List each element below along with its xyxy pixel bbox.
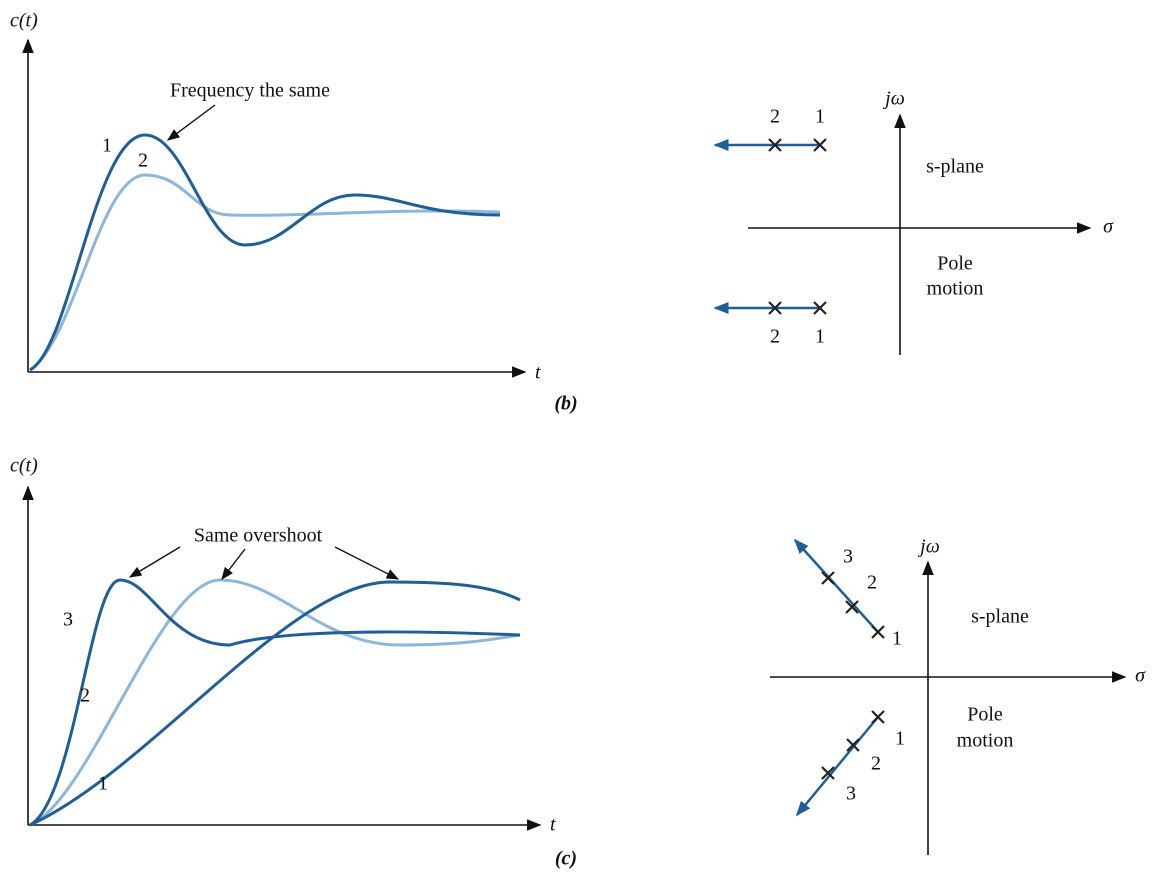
curve-label: 3 [63, 609, 73, 631]
panel-label: (c) [555, 848, 577, 870]
pole-label: 1 [815, 106, 825, 128]
response-c: c(t) t Same overshoot 3 2 1 (c) [10, 455, 577, 870]
pole-label: 1 [815, 326, 825, 348]
y-label: c(t) [10, 10, 38, 32]
imag-label: jω [882, 88, 905, 110]
y-label: c(t) [10, 455, 38, 477]
s-plane-c: jω σ s-plane Pole motion 3 2 1 1 2 3 [770, 536, 1146, 855]
curve-2 [30, 175, 500, 370]
annotation-arrow [168, 105, 215, 140]
motion-label: motion [927, 278, 984, 300]
pole-label: 2 [770, 106, 780, 128]
annotation-arrow [222, 549, 245, 579]
pole-label: 1 [895, 728, 905, 750]
response-b: c(t) t Frequency the same 1 2 (b) [10, 10, 578, 415]
curve-label: 2 [138, 150, 148, 172]
annotation: Frequency the same [170, 80, 330, 102]
annotation-arrow [130, 547, 180, 577]
imag-label: jω [917, 536, 940, 558]
pole-label: 3 [843, 546, 853, 568]
s-plane-b: jω σ s-plane Pole motion 2 1 2 1 [715, 88, 1114, 355]
plane-label: s-plane [926, 156, 984, 178]
motion-label: Pole [937, 253, 973, 275]
pole-path [795, 540, 878, 632]
annotation: Same overshoot [194, 525, 323, 547]
motion-label: motion [957, 730, 1014, 752]
pole-label: 3 [846, 783, 856, 805]
pole-label: 2 [871, 753, 881, 775]
panel-label: (b) [554, 393, 577, 415]
plane-label: s-plane [971, 606, 1029, 628]
curve-label: 1 [102, 135, 112, 157]
pole-label: 2 [770, 326, 780, 348]
real-label: σ [1135, 665, 1146, 687]
annotation-arrow [335, 547, 398, 579]
pole-label: 2 [867, 572, 877, 594]
figure: c(t) t Frequency the same 1 2 (b) jω σ s… [0, 0, 1155, 874]
pole-label: 1 [892, 628, 902, 650]
pole-path [797, 717, 878, 815]
curve-label: 2 [80, 685, 90, 707]
motion-label: Pole [967, 704, 1003, 726]
real-label: σ [1103, 216, 1114, 238]
pole-marks [769, 139, 826, 314]
x-label: t [550, 814, 556, 836]
curve-label: 1 [98, 773, 108, 795]
x-label: t [535, 362, 541, 384]
curve-1 [30, 135, 500, 370]
